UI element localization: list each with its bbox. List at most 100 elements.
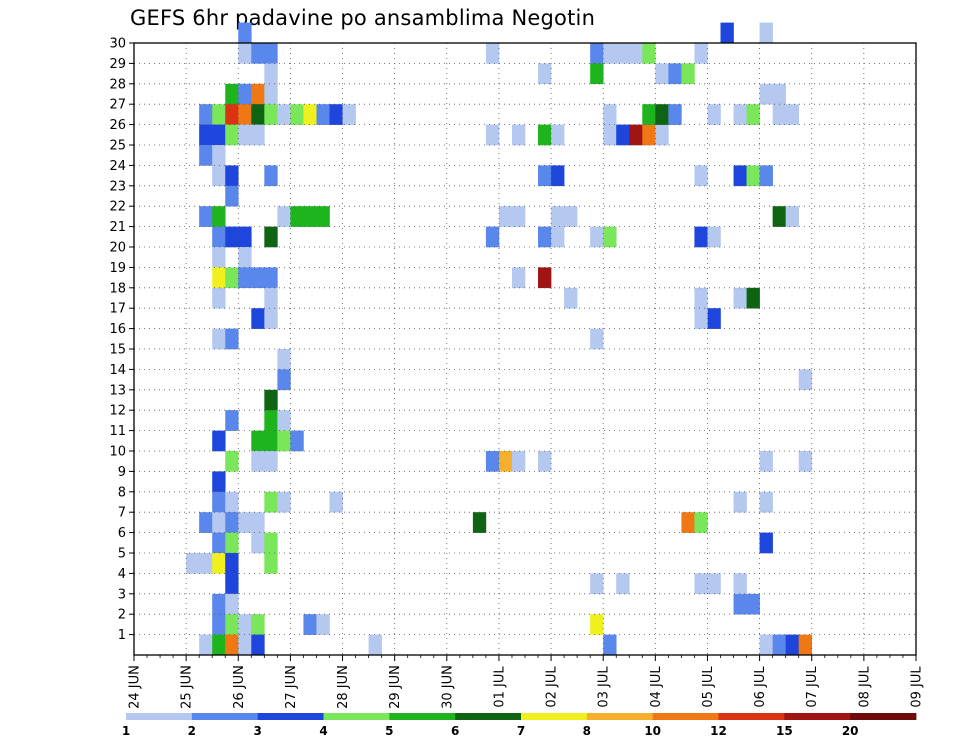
heatmap-cell (277, 349, 291, 370)
y-tick-label: 3 (118, 587, 126, 602)
heatmap-cell (212, 247, 226, 268)
legend-swatch (718, 713, 785, 720)
x-axis: 24 JUN 25 JUN 26 JUN 27 JUN 28 JUN 29 JUN 30 J… (128, 655, 925, 709)
legend-label: 6 (451, 724, 459, 738)
heatmap-cell (238, 634, 252, 656)
heatmap-cell (303, 614, 317, 635)
heatmap-cell (498, 206, 513, 227)
heatmap-cell (511, 124, 526, 146)
heatmap-cell (212, 614, 226, 635)
heatmap-cell (590, 226, 604, 248)
legend-label: 15 (776, 724, 793, 738)
heatmap-cell (199, 104, 213, 125)
heatmap-cell (603, 104, 617, 125)
heatmap-cell (225, 104, 239, 125)
heatmap-cell (212, 430, 226, 452)
heatmap-cell (238, 226, 252, 248)
x-tick-label: 02 JUL (545, 666, 560, 708)
x-tick-label: 30 JUN (440, 665, 455, 709)
heatmap-cell (225, 634, 239, 656)
legend-label: 2 (188, 724, 196, 738)
legend-label: 4 (319, 724, 327, 738)
heatmap-cell (251, 451, 265, 472)
heatmap-cell (277, 430, 291, 452)
x-tick-label: 25 JUN (180, 665, 195, 709)
y-tick-label: 30 (109, 37, 126, 52)
heatmap-cell (694, 308, 708, 329)
heatmap-cell (603, 43, 617, 64)
y-tick-label: 28 (109, 77, 126, 92)
heatmap-cell (251, 267, 265, 289)
heatmap-cell (694, 287, 708, 309)
legend-swatch (257, 713, 324, 720)
heatmap-cell (290, 206, 304, 227)
heatmap-cell (199, 206, 213, 227)
x-tick-label: 07 JUL (805, 666, 820, 708)
heatmap-cell (199, 634, 213, 656)
y-tick-label: 14 (109, 363, 126, 378)
heatmap-cell (212, 226, 226, 248)
heatmap-cell (199, 553, 213, 574)
legend-label: 20 (842, 724, 859, 738)
heatmap-cell (225, 83, 239, 105)
heatmap-cell (759, 532, 773, 554)
y-tick-label: 16 (109, 322, 126, 337)
heatmap-cell (681, 512, 695, 533)
heatmap-cell (199, 145, 213, 166)
heatmap-cell (264, 308, 278, 329)
y-tick-label: 26 (109, 118, 126, 133)
heatmap-cell (212, 124, 226, 146)
heatmap-cell (733, 287, 747, 309)
heatmap-cell (785, 206, 799, 227)
heatmap-cell (277, 410, 291, 431)
heatmap-cell (368, 634, 382, 656)
y-tick-label: 19 (109, 261, 126, 276)
y-tick-label: 4 (118, 567, 126, 582)
heatmap-cell (277, 491, 291, 513)
y-tick-label: 22 (109, 200, 126, 215)
y-tick-label: 8 (118, 485, 126, 500)
heatmap-cell (225, 614, 239, 635)
heatmap-cell (759, 165, 773, 187)
heatmap-cell (798, 451, 813, 472)
heatmap-cell (772, 206, 786, 227)
heatmap-cell (472, 512, 487, 533)
heatmap-cell (733, 491, 747, 513)
heatmap-cell (707, 308, 721, 329)
heatmap-cell (251, 104, 265, 125)
legend-swatch (521, 713, 588, 720)
heatmap-cell (485, 124, 500, 146)
heatmap-cell (538, 226, 552, 248)
heatmap-cell (264, 430, 278, 452)
heatmap-cell (225, 532, 239, 554)
heatmap-cell (212, 553, 226, 574)
heatmap-cell (225, 593, 239, 615)
heatmap-cell (590, 43, 604, 64)
heatmap-cell (590, 328, 604, 350)
heatmap-cell (603, 226, 617, 248)
heatmap-cell (251, 634, 265, 656)
heatmap-cell (694, 226, 708, 248)
x-tick-label: 06 JUL (753, 666, 768, 708)
heatmap-cell (212, 145, 226, 166)
y-axis: 1234567891011121314151617181920212223242… (109, 37, 134, 643)
heatmap-cell (759, 22, 773, 44)
heatmap-cell (694, 573, 708, 595)
y-tick-label: 21 (109, 220, 126, 235)
heatmap-cell (759, 83, 773, 105)
x-tick-label: 01 JUL (492, 666, 507, 708)
heatmap-cell (238, 512, 252, 533)
heatmap-cell (225, 553, 239, 574)
heatmap-cell (225, 451, 239, 472)
heatmap-cell (485, 451, 500, 472)
heatmap-cell (746, 593, 760, 615)
legend-swatch (126, 713, 193, 720)
heatmap-cell (264, 389, 278, 411)
heatmap-cell (212, 593, 226, 615)
heatmap-cell (251, 512, 265, 533)
heatmap-cell (264, 451, 278, 472)
y-tick-label: 18 (109, 281, 126, 296)
heatmap-cell (303, 206, 317, 227)
heatmap-cell (225, 328, 239, 350)
